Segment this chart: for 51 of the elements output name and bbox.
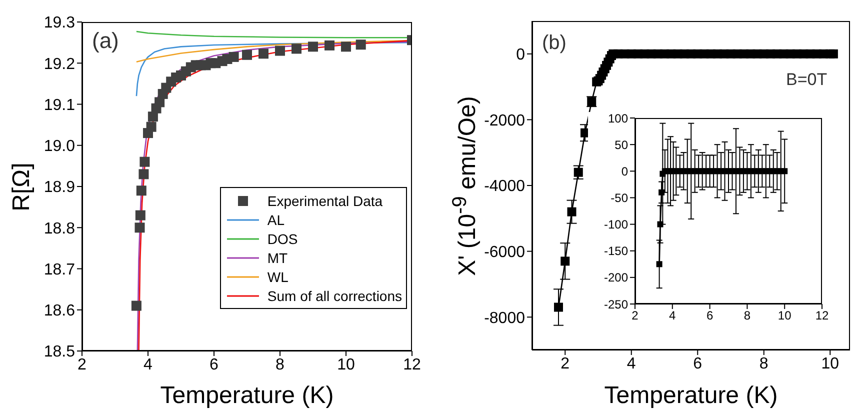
legend-label: MT <box>267 250 288 266</box>
x-tick-label: 10 <box>337 356 355 374</box>
y-tick-label: -100 <box>604 218 628 232</box>
annotation: (b) <box>542 32 566 55</box>
x-tick-label: 4 <box>144 356 153 374</box>
x-tick-label: 8 <box>276 356 285 374</box>
y-tick-label: -150 <box>604 244 628 258</box>
x-tick-label: 2 <box>78 356 87 374</box>
y-tick-label: -200 <box>604 270 628 285</box>
y-tick-label: 18.7 <box>44 261 76 278</box>
y-tick-label: 0 <box>621 164 628 178</box>
y-tick-label: 50 <box>614 138 628 152</box>
x-tick-label: 8 <box>744 308 751 323</box>
legend-label: WL <box>267 268 288 284</box>
y-tick-label: -2000 <box>484 112 526 130</box>
legend-label: Sum of all corrections <box>267 288 402 304</box>
x-tick-label: 6 <box>210 356 219 374</box>
annotation: B=0T <box>786 70 828 90</box>
x-tick-label: 8 <box>759 355 768 372</box>
x-tick-label: 10 <box>778 308 792 323</box>
y-axis-title: R[Ω] <box>7 161 36 213</box>
x-tick-label: 12 <box>815 308 829 323</box>
y-tick-label: -6000 <box>484 244 526 261</box>
y-tick-label: 19.0 <box>44 138 76 156</box>
y-tick-label: 19.2 <box>44 56 76 73</box>
y-tick-label: 19.1 <box>44 96 76 114</box>
annotation: (a) <box>92 28 119 54</box>
y-tick-label: 18.9 <box>44 179 76 196</box>
y-tick-label: 19.3 <box>44 14 76 32</box>
y-tick-label: -250 <box>604 297 628 312</box>
x-tick-label: 2 <box>560 355 570 372</box>
y-tick-label: -4000 <box>484 178 526 196</box>
x-tick-label: 6 <box>706 308 714 323</box>
y-tick-label: -8000 <box>484 310 526 327</box>
x-tick-label: 12 <box>403 356 421 374</box>
x-axis-title: Temperature (K) <box>160 382 334 409</box>
x-tick-label: 2 <box>632 308 639 323</box>
y-tick-label: 100 <box>608 111 628 126</box>
y-tick-label: 18.6 <box>44 302 76 320</box>
x-axis-title: Temperature (K) <box>604 382 778 409</box>
x-tick-label: 4 <box>669 308 676 323</box>
x-tick-label: 6 <box>693 355 702 372</box>
x-tick-label: 10 <box>821 355 840 372</box>
legend-label: AL <box>267 212 285 228</box>
x-tick-label: 4 <box>626 355 636 372</box>
legend-label: DOS <box>267 230 298 246</box>
y-tick-label: 18.8 <box>44 220 76 238</box>
y-tick-label: -50 <box>610 190 628 205</box>
y-tick-label: 18.5 <box>44 344 76 361</box>
y-tick-label: 0 <box>516 46 526 64</box>
legend-label: Experimental Data <box>267 192 383 208</box>
